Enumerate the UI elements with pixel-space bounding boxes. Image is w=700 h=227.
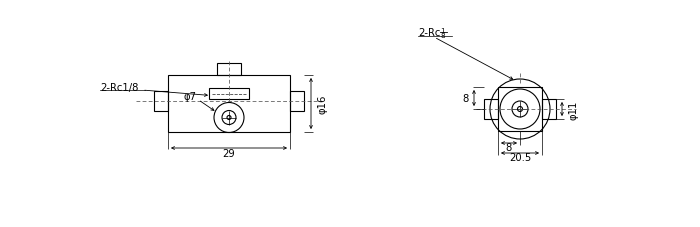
Bar bbox=[290, 91, 304, 111]
Bar bbox=[542, 100, 556, 119]
Text: φ16: φ16 bbox=[318, 94, 328, 114]
Bar bbox=[209, 89, 249, 100]
Text: 2-Rc: 2-Rc bbox=[418, 28, 440, 38]
Text: 1: 1 bbox=[440, 27, 444, 33]
Text: φ7: φ7 bbox=[183, 91, 197, 101]
Text: 29: 29 bbox=[223, 148, 235, 158]
Text: 8: 8 bbox=[441, 32, 446, 38]
Bar bbox=[484, 100, 498, 119]
Text: φ11: φ11 bbox=[569, 100, 579, 119]
Bar bbox=[217, 64, 241, 76]
Bar bbox=[498, 88, 542, 131]
Text: 20.5: 20.5 bbox=[509, 152, 531, 162]
Text: 8: 8 bbox=[506, 142, 512, 152]
Bar bbox=[168, 76, 290, 132]
Text: 8: 8 bbox=[463, 94, 469, 104]
Text: 2-Rc1/8: 2-Rc1/8 bbox=[100, 83, 139, 93]
Bar bbox=[154, 91, 168, 111]
